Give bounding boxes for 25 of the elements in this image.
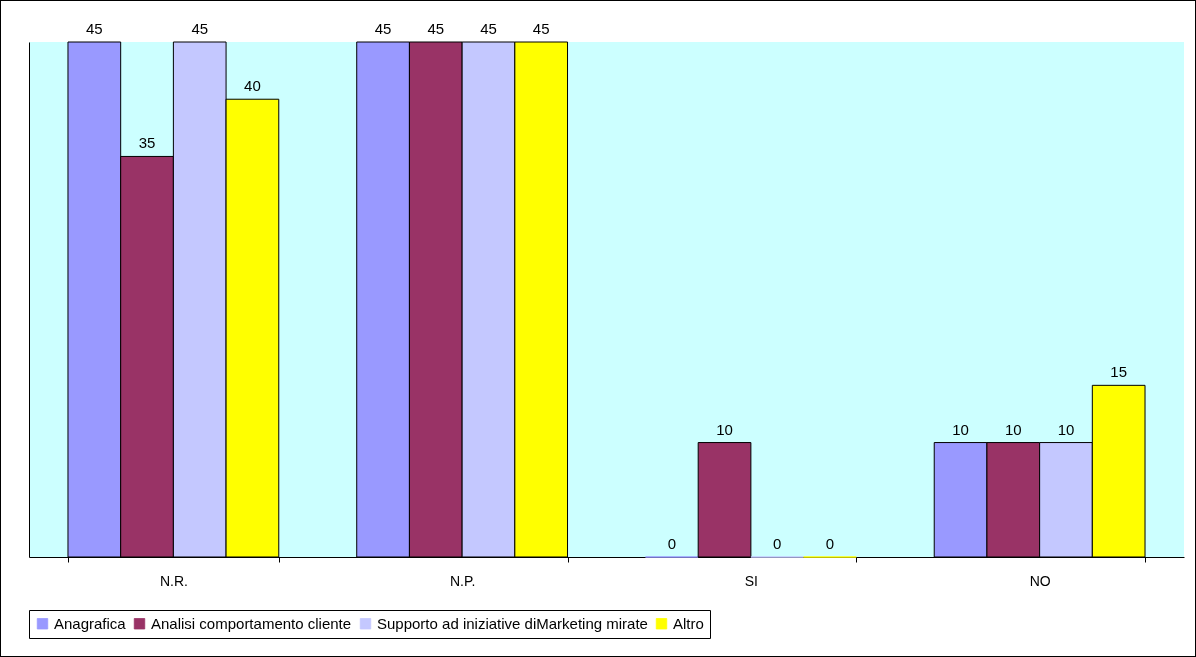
legend-label: Anagrafica	[54, 614, 127, 632]
data-label: 10	[1057, 420, 1075, 438]
legend-label: Analisi comportamento cliente	[151, 614, 352, 632]
x-tick-label: SI	[744, 572, 758, 589]
data-label: 45	[427, 20, 445, 37]
data-label: 45	[480, 20, 497, 37]
data-label: 45	[85, 20, 103, 37]
bar	[697, 442, 752, 558]
data-label: 35	[138, 134, 156, 152]
data-label: 15	[1110, 363, 1128, 381]
data-label: 45	[374, 20, 392, 37]
legend-label: Supporto ad iniziative diMarketing mirate	[377, 614, 648, 632]
legend-label: Altro	[673, 614, 704, 632]
data-label: 10	[1004, 420, 1022, 438]
x-tick-label: N.P.	[449, 572, 476, 589]
data-label: 10	[716, 420, 733, 438]
data-label: 0	[773, 535, 782, 552]
data-label: 40	[244, 77, 261, 95]
data-label: 45	[532, 20, 550, 37]
data-label: 0	[667, 535, 676, 552]
data-label: 10	[952, 420, 969, 438]
x-tick-label: NO	[1029, 572, 1051, 589]
data-label: 45	[191, 20, 209, 37]
x-tick-label: N.R.	[159, 572, 188, 589]
data-label: 0	[825, 535, 835, 552]
